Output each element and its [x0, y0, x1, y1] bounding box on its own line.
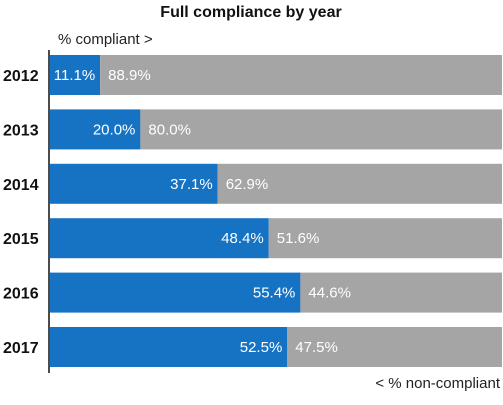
category-label-2015: 2015	[3, 231, 39, 248]
data-label-compliant-2015: 48.4%	[221, 230, 264, 247]
chart-title: Full compliance by year	[160, 4, 341, 21]
data-label-compliant-2016: 55.4%	[253, 285, 296, 302]
bar-noncompliant-2015	[268, 218, 502, 259]
bar-noncompliant-2016	[300, 272, 502, 313]
bar-compliant-2012	[50, 55, 101, 95]
bar-compliant-2015	[50, 218, 269, 259]
bar-noncompliant-2012	[100, 55, 502, 95]
data-label-noncompliant-2017: 47.5%	[295, 339, 338, 356]
bar-noncompliant-2013	[140, 109, 502, 150]
data-label-compliant-2017: 52.5%	[240, 339, 283, 356]
data-label-noncompliant-2016: 44.6%	[308, 285, 351, 302]
data-label-noncompliant-2013: 80.0%	[148, 121, 191, 138]
bar-compliant-2016	[50, 272, 301, 313]
category-label-2017: 2017	[3, 340, 39, 357]
category-label-2014: 2014	[3, 177, 39, 194]
bottom-axis-label: < % non-compliant	[375, 375, 500, 392]
data-label-noncompliant-2014: 62.9%	[226, 176, 269, 193]
category-label-2016: 2016	[3, 286, 39, 303]
data-label-compliant-2014: 37.1%	[170, 176, 213, 193]
bar-compliant-2017	[50, 327, 288, 367]
bar-noncompliant-2014	[217, 163, 502, 204]
top-axis-label: % compliant >	[58, 31, 153, 48]
data-label-noncompliant-2012: 88.9%	[108, 67, 151, 84]
data-label-compliant-2013: 20.0%	[93, 121, 136, 138]
category-label-2012: 2012	[3, 68, 39, 85]
data-label-compliant-2012: 11.1%	[54, 67, 95, 84]
bar-compliant-2014	[50, 163, 218, 204]
bar-noncompliant-2017	[287, 327, 502, 367]
category-label-2013: 2013	[3, 122, 39, 139]
data-label-noncompliant-2015: 51.6%	[277, 230, 320, 247]
bar-compliant-2013	[50, 109, 141, 150]
bars-group: 2012 11.1% 88.9% 2013 20.0% 80.0% 2014 37.1% 62.…	[3, 55, 502, 367]
